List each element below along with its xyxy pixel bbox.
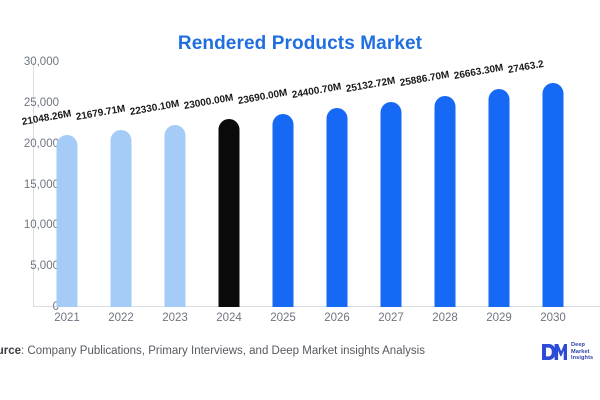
logo-line-2: Market bbox=[571, 348, 590, 355]
bar[interactable] bbox=[164, 124, 186, 307]
bar-group: 25886.70M 2028 bbox=[399, 62, 472, 324]
dm-monogram-icon bbox=[542, 343, 567, 360]
bar-group: 23000.00M 2024 bbox=[183, 62, 256, 324]
bar-group: 23690.00M 2025 bbox=[237, 62, 310, 324]
y-axis-tick-label: 5,000 bbox=[30, 260, 59, 273]
bar-group: 21048.26M 2021 bbox=[21, 62, 94, 324]
bar[interactable] bbox=[326, 107, 348, 307]
y-axis-tick-label: 25,000 bbox=[23, 96, 59, 109]
source-note: Source: Company Publications, Primary In… bbox=[0, 345, 425, 357]
bar-group: 25132.72M 2027 bbox=[345, 62, 418, 324]
bar[interactable] bbox=[434, 95, 456, 307]
bar-group: 27463.2 2030 bbox=[507, 59, 580, 324]
x-axis-tick-label: 2025 bbox=[270, 312, 296, 324]
x-axis-tick-label: 2026 bbox=[324, 312, 350, 324]
x-axis-tick-label: 2028 bbox=[432, 312, 458, 324]
bar-value-label: 21048.26M bbox=[21, 108, 73, 129]
x-axis-tick-label: 2029 bbox=[486, 312, 512, 324]
x-axis-tick-label: 2023 bbox=[162, 312, 188, 324]
logo-line-1: Deep bbox=[571, 342, 586, 348]
plot-area: 30,000 25,000 20,000 15,000 10,000 5,000 0 210… bbox=[21, 56, 600, 324]
y-axis-tick-label: 0 bbox=[52, 301, 59, 313]
x-axis-tick-label: 2030 bbox=[540, 312, 566, 324]
y-axis-tick-label: 20,000 bbox=[23, 137, 59, 150]
bar-group: 24400.70M 2026 bbox=[291, 62, 364, 324]
bar[interactable] bbox=[488, 89, 510, 307]
bar-group: 26663.30M 2029 bbox=[453, 62, 526, 324]
deep-market-insights-logo: Deep Market Insights bbox=[541, 342, 593, 362]
source-label: Source bbox=[0, 345, 21, 357]
x-axis-tick-label: 2024 bbox=[216, 312, 242, 324]
bar[interactable] bbox=[218, 119, 240, 307]
chart-title: Rendered Products Market bbox=[177, 33, 423, 54]
y-axis-tick-label: 15,000 bbox=[23, 178, 59, 191]
logo-wordmark: Deep Market Insights bbox=[571, 342, 593, 362]
source-text: : Company Publications, Primary Intervie… bbox=[21, 345, 425, 357]
bar[interactable] bbox=[380, 101, 402, 307]
x-axis-tick-label: 2022 bbox=[108, 312, 134, 324]
bar-group: 21679.71M 2022 bbox=[75, 62, 148, 324]
x-axis-line bbox=[33, 306, 600, 307]
y-axis-tick-label: 10,000 bbox=[23, 219, 59, 232]
logo-line-3: Insights bbox=[571, 355, 594, 362]
x-axis-tick-label: 2027 bbox=[378, 312, 404, 324]
bar[interactable] bbox=[110, 129, 132, 307]
bar[interactable] bbox=[272, 113, 294, 307]
bar-group: 22330.10M 2023 bbox=[129, 62, 202, 324]
bar[interactable] bbox=[56, 135, 78, 307]
y-axis-line bbox=[33, 62, 34, 307]
bar[interactable] bbox=[542, 82, 564, 307]
x-axis-tick-label: 2021 bbox=[54, 312, 80, 324]
y-axis-tick-label: 30,000 bbox=[23, 56, 59, 68]
